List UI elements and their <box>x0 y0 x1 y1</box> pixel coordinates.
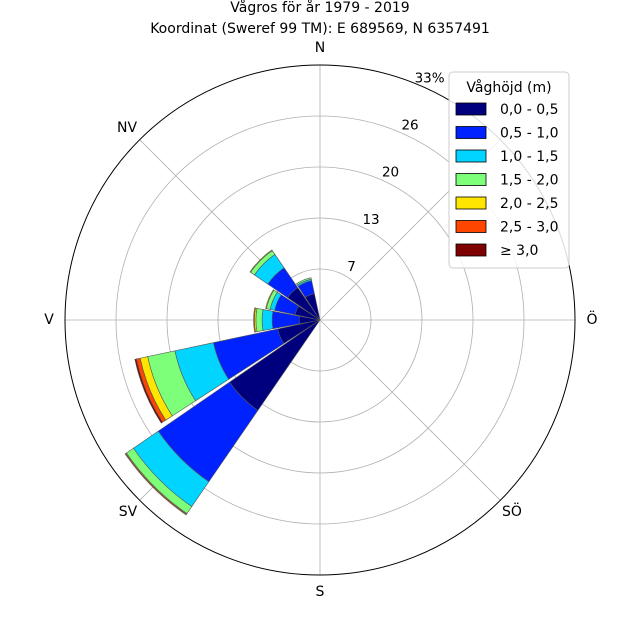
direction-label-o: Ö <box>586 310 597 328</box>
radial-tick-labels: 7 13 20 26 33% <box>347 70 445 274</box>
rose-bar-segment <box>249 249 273 273</box>
chart-subtitle: Koordinat (Sweref 99 TM): E 689569, N 63… <box>150 21 490 37</box>
legend-label: 2,5 - 3,0 <box>500 220 558 236</box>
rose-bar-segment <box>124 453 187 516</box>
legend-frame <box>448 71 570 269</box>
legend: Våghöjd (m) 0,0 - 0,5 0,5 - 1,0 1,0 - 1,5 1… <box>448 71 570 269</box>
radial-tick-label: 33% <box>415 70 445 86</box>
grid-spoke <box>319 319 501 501</box>
legend-swatch <box>455 102 487 116</box>
legend-label: 0,0 - 0,5 <box>500 102 558 118</box>
chart-title: Vågros för år 1979 - 2019 <box>230 0 409 16</box>
direction-label-so: SÖ <box>502 502 522 520</box>
legend-label: 1,5 - 2,0 <box>500 173 558 189</box>
legend-swatch <box>455 149 487 163</box>
legend-swatch <box>455 173 487 186</box>
direction-label-s: S <box>316 584 325 600</box>
radial-tick-label: 26 <box>401 118 418 134</box>
direction-label-v: V <box>44 312 54 328</box>
rose-bar-segment <box>253 307 256 333</box>
outer-ring <box>64 64 576 576</box>
direction-label-nv: NV <box>117 120 137 136</box>
radial-tick-label: 7 <box>347 259 356 275</box>
rose-bar-segment <box>265 289 275 309</box>
legend-label: 0,5 - 1,0 <box>500 126 558 142</box>
legend-title: Våghöjd (m) <box>466 79 551 96</box>
legend-label: 2,0 - 2,5 <box>500 196 558 212</box>
radial-tick-label: 20 <box>382 165 399 181</box>
rose-bar-segment <box>134 358 163 424</box>
legend-swatch <box>455 220 487 233</box>
polar-plot: 7 13 20 26 33% <box>64 64 576 576</box>
bars <box>124 249 321 516</box>
legend-label: ≥ 3,0 <box>500 243 538 259</box>
rose-bar-segment <box>261 309 274 331</box>
legend-swatch <box>455 196 487 210</box>
direction-label-n: N <box>315 40 325 56</box>
rose-bar-segment <box>296 277 312 286</box>
legend-swatch <box>455 243 487 257</box>
radial-tick-label: 13 <box>362 212 379 228</box>
legend-swatch <box>455 126 487 139</box>
rose-bar-segment <box>255 307 264 333</box>
legend-label: 1,0 - 1,5 <box>500 149 558 165</box>
direction-label-sv: SV <box>119 504 138 520</box>
